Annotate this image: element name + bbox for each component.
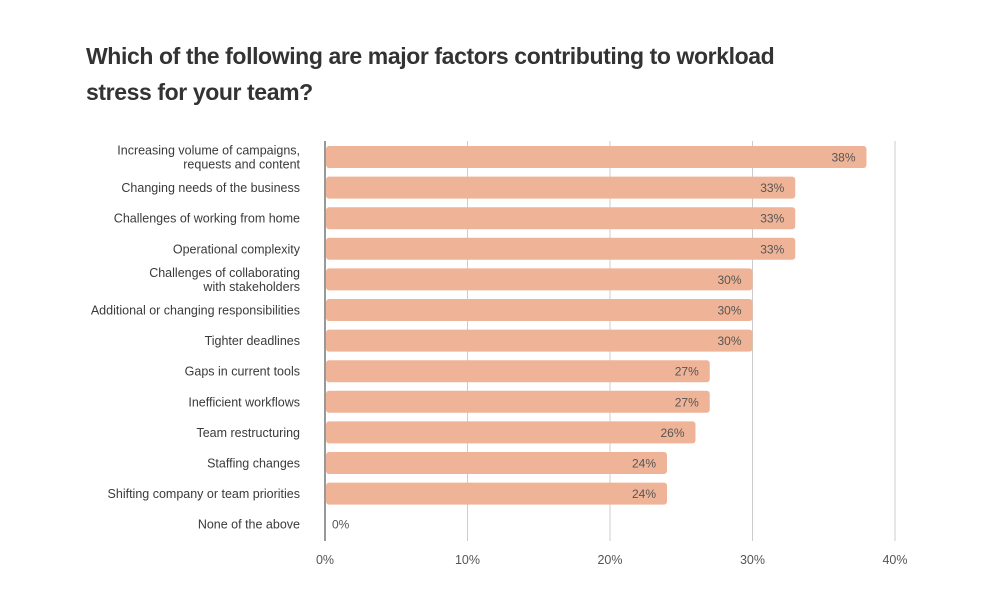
bar [326,268,753,291]
value-label: 33% [760,181,784,195]
bar [326,146,867,168]
x-tick-label: 20% [597,553,622,567]
value-labels: 38% 33% 33% 33% 30% 30% 30% 27% 27% 26% 24% 24% 0% [332,151,856,532]
bar [326,421,696,444]
category-label: Gaps in current tools [185,365,300,379]
value-label: 24% [632,457,656,471]
bars [326,146,867,505]
category-label: Team restructuring [196,426,300,440]
bar [326,452,667,474]
category-label: Tighter deadlines [205,334,300,348]
x-tick-label: 10% [455,553,480,567]
category-label: Shifting company or team priorities [108,487,300,501]
value-label: 26% [660,426,684,440]
bar [326,207,796,230]
bar [326,237,796,260]
value-label: 30% [717,273,741,287]
value-label: 33% [760,242,784,256]
x-tick-label: 40% [882,553,907,567]
bar [326,360,710,383]
bar [326,390,710,413]
category-label: Staffing changes [207,457,300,471]
category-label: Challenges of working from home [114,212,300,226]
category-label: Challenges of collaborating with stakehol… [149,266,300,294]
value-label: 30% [717,304,741,318]
bar [326,299,753,321]
bar [326,482,667,505]
category-label: Increasing volume of campaigns, requests … [117,144,300,172]
bar [326,176,796,199]
category-labels: Increasing volume of campaigns, requests … [91,144,301,532]
bar [326,329,753,352]
category-label: Additional or changing responsibilities [91,304,300,318]
x-tick-label: 30% [740,553,765,567]
value-label: 30% [717,334,741,348]
x-tick-label: 0% [316,553,334,567]
value-label: 0% [332,518,350,532]
value-label: 27% [675,365,699,379]
category-label: Inefficient workflows [188,395,300,409]
chart-title: Which of the following are major factors… [86,43,775,105]
category-label: Changing needs of the business [121,181,300,195]
x-axis-ticks: 0% 10% 20% 30% 40% [316,553,908,567]
value-label: 24% [632,487,656,501]
value-label: 33% [760,212,784,226]
value-label: 27% [675,395,699,409]
category-label: None of the above [198,518,300,532]
value-label: 38% [831,151,855,165]
category-label: Operational complexity [173,242,301,256]
